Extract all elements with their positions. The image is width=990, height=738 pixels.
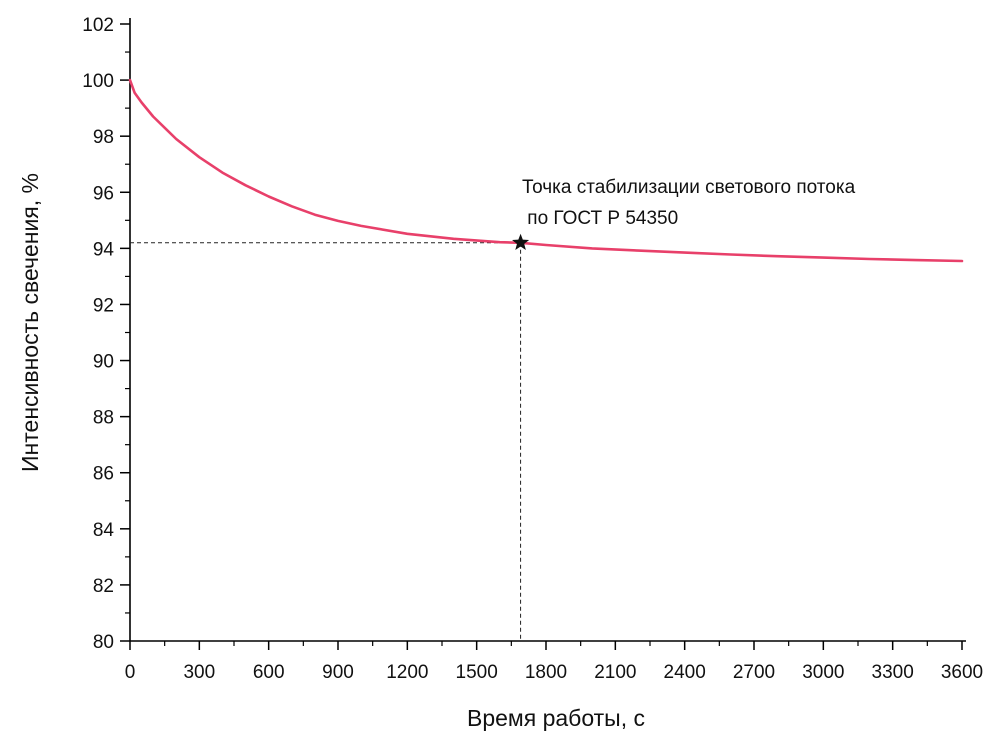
x-tick-label: 1800 [525,662,567,683]
x-tick-label: 2400 [664,662,706,683]
y-tick-label: 90 [93,352,114,373]
y-ticks: 80 82 84 86 88 90 92 94 96 98 100 102 [82,15,130,653]
series-line [128,78,964,263]
y-tick-label: 92 [93,295,114,316]
x-tick-label: 3300 [872,662,914,683]
annotation-group: Точка стабилизации светового потока по Г… [512,177,856,251]
y-tick-label: 100 [82,71,114,92]
y-tick-label: 82 [93,576,114,597]
y-tick-label: 98 [93,127,114,148]
y-axis-title: Интенсивность свечения, % [17,173,43,472]
y-tick-label: 96 [93,183,114,204]
x-tick-label: 1200 [386,662,428,683]
y-tick-label: 94 [93,239,115,260]
annotation-text-line-2: по ГОСТ Р 54350 [522,208,678,229]
star-marker [512,233,530,251]
x-axis-title: Время работы, с [467,705,645,731]
y-tick-label: 80 [93,632,114,653]
annotation-text-line-1: Точка стабилизации светового потока [522,177,856,198]
x-tick-label: 2100 [594,662,636,683]
x-tick-label: 300 [183,662,215,683]
y-tick-label: 84 [93,520,115,541]
x-ticks: 0 300 600 900 1200 1500 1800 2100 2400 2700 3000 33… [125,641,983,683]
y-tick-label: 88 [93,408,114,429]
x-tick-label: 900 [322,662,354,683]
x-tick-label: 3000 [802,662,844,683]
y-tick-label: 86 [93,464,114,485]
x-tick-label: 3600 [941,662,983,683]
x-tick-label: 600 [253,662,285,683]
y-tick-label: 102 [82,15,114,36]
guide-lines [130,242,522,641]
x-tick-label: 0 [125,662,136,683]
x-tick-label: 1500 [456,662,498,683]
axes: 80 82 84 86 88 90 92 94 96 98 100 102 0 300 600 900 120… [82,15,983,683]
x-tick-label: 2700 [733,662,775,683]
